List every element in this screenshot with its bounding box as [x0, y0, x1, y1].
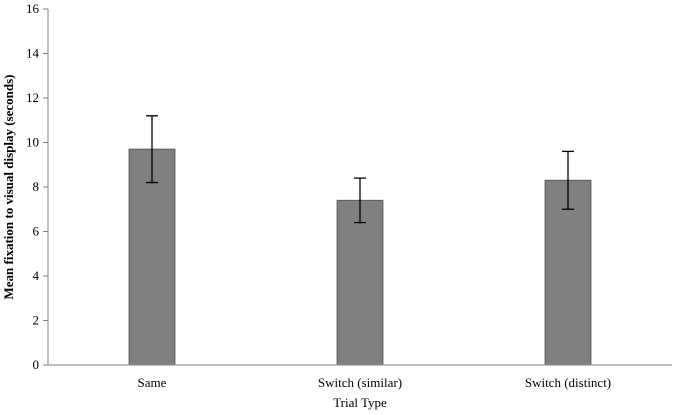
y-tick-label: 2	[33, 313, 40, 328]
y-axis-title: Mean fixation to visual display (seconds…	[1, 75, 16, 300]
y-tick-label: 14	[26, 46, 40, 61]
y-tick-label: 16	[26, 1, 40, 16]
y-ticks-group: 0 2 4 6 8 10 12 14 16	[26, 1, 48, 372]
x-tick-labels-group: Same Switch (similar) Switch (distinct)	[138, 375, 612, 390]
y-tick-label: 8	[33, 179, 40, 194]
y-tick-label: 0	[33, 357, 40, 372]
y-tick-label: 6	[33, 224, 40, 239]
y-tick-label: 4	[33, 268, 40, 283]
y-tick-label: 10	[26, 135, 39, 150]
bar	[128, 148, 176, 366]
y-tick-label: 12	[26, 90, 39, 105]
x-axis-title: Trial Type	[333, 395, 387, 410]
x-tick-label: Same	[138, 375, 167, 390]
error-bars-group	[146, 115, 574, 224]
x-tick-label: Switch (distinct)	[525, 375, 611, 390]
bar	[336, 199, 384, 366]
x-tick-label: Switch (similar)	[318, 375, 402, 390]
